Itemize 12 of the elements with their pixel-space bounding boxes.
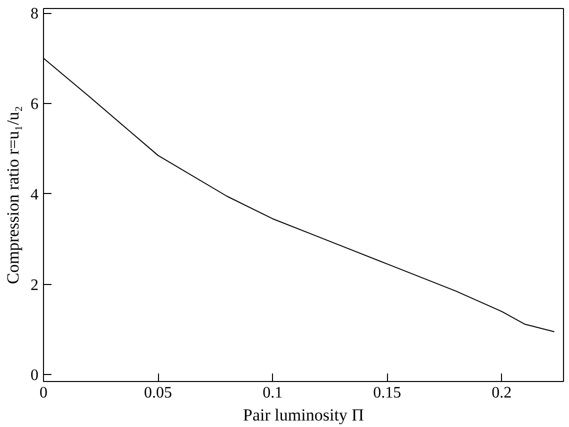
y-tick-label: 2 xyxy=(30,276,38,294)
x-tick-label: 0.2 xyxy=(492,384,512,402)
y-tick-label: 6 xyxy=(30,96,38,113)
x-tick-label: 0.05 xyxy=(144,384,172,402)
y-tick-label: 0 xyxy=(30,367,38,384)
line-series xyxy=(44,58,555,332)
x-axis-title: Pair luminosity Π xyxy=(243,406,364,424)
y-tick-label: 4 xyxy=(30,186,38,204)
x-tick-label: 0.15 xyxy=(373,384,402,402)
y-tick-label: 8 xyxy=(30,6,38,23)
y-axis-title: Compression ratio r=u₁/u₂ xyxy=(4,106,22,284)
x-tick-label: 0.1 xyxy=(262,384,283,402)
